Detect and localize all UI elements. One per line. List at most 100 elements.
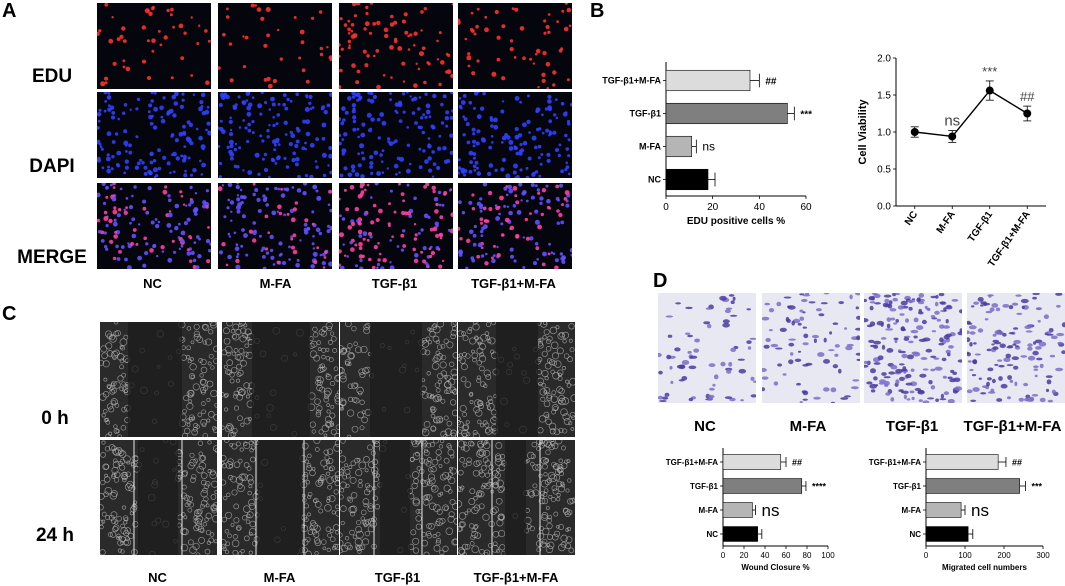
y-tick-label: 1.5	[877, 91, 891, 102]
significance-label: ns	[944, 113, 960, 130]
panel-letter-b: B	[590, 0, 605, 22]
significance-label: ***	[800, 109, 812, 120]
category-label: NC	[909, 530, 921, 539]
significance-label: ****	[812, 481, 827, 491]
chart-migrated-cells: TGF-β1+M-FA ## TGF-β1 *** M-FA ns NC 0 100 200 300…	[869, 448, 1050, 572]
x-axis-label: EDU positive cells %	[687, 216, 785, 227]
category-label: TGF-β1	[630, 109, 662, 119]
x-tick-label: 0	[663, 202, 669, 213]
significance-label: ns	[702, 140, 715, 154]
y-axis-label: Cell Viability	[857, 99, 869, 165]
category-label: NC	[648, 175, 661, 185]
panel-c-col-label-tgf-mfa: TGF-β1+M-FA	[473, 570, 559, 585]
micrograph-merge-1	[97, 183, 211, 269]
scratch-image-24h-4	[458, 440, 575, 555]
panel-c-col-label-nc: NC	[148, 570, 167, 585]
significance-label: ##	[792, 457, 802, 467]
scratch-image-0h-3	[340, 322, 457, 437]
bar	[665, 69, 751, 92]
category-label: M-FA	[698, 506, 718, 515]
chart-edu-positive: TGF-β1+M-FA ## TGF-β1 *** M-FA ns NC 0 20 40 60 EDU…	[602, 62, 812, 227]
panel-d-col-label-nc: NC	[694, 418, 716, 435]
y-tick-label: 0.5	[877, 165, 891, 176]
micrograph-merge-4	[458, 183, 572, 269]
significance-label: ***	[1031, 481, 1042, 491]
data-point	[910, 128, 919, 136]
significance-label: ##	[1012, 457, 1022, 467]
scratch-image-24h-1	[100, 440, 217, 555]
bar	[665, 135, 692, 158]
data-point	[985, 86, 994, 95]
transwell-image-1	[658, 293, 756, 403]
micrograph-edu-1	[97, 3, 211, 89]
bar	[925, 478, 1020, 494]
panel-a-row-label-merge: MERGE	[17, 247, 87, 268]
panel-d-col-label-tgf: TGF-β1	[885, 418, 939, 435]
category-label: TGF-β1	[893, 482, 922, 491]
significance-label: ##	[1020, 89, 1035, 104]
chart-wound-closure: TGF-β1+M-FA ## TGF-β1 **** M-FA ns NC 0 20 40 60 80…	[666, 448, 835, 572]
bar	[722, 454, 782, 470]
chart-cell-viability: 0.0 0.5 1.0 1.5 2.0 Cell Viability NC M-FA ns TGF…	[857, 54, 1046, 269]
x-tick-label: 100	[958, 551, 972, 560]
scratch-image-0h-2	[222, 322, 339, 437]
bar	[925, 502, 962, 518]
category-label: TGF-β1+M-FA	[869, 458, 921, 467]
bar	[665, 102, 788, 125]
x-tick-label: 300	[1036, 551, 1050, 560]
panel-c-row-label-24h: 24 h	[35, 525, 75, 546]
x-tick-label: 40	[754, 202, 766, 213]
micrograph-edu-3	[339, 3, 453, 89]
panel-letter-c: C	[2, 303, 17, 325]
significance-label: ns	[762, 501, 780, 520]
y-tick-label: 1.0	[877, 128, 891, 139]
x-tick-label: 80	[803, 551, 812, 560]
x-tick-label: NC	[903, 209, 920, 227]
panel-a-col-label-tgf: TGF-β1	[371, 276, 418, 291]
significance-label: ##	[765, 76, 777, 87]
x-tick-label: 20	[707, 202, 719, 213]
category-label: TGF-β1+M-FA	[666, 458, 718, 467]
micrograph-dapi-3	[339, 92, 453, 178]
micrograph-edu-4	[458, 3, 572, 89]
x-tick-label: 20	[740, 551, 749, 560]
panel-a-col-label-mfa: M-FA	[259, 276, 292, 291]
panel-letter-d: D	[653, 270, 668, 292]
panel-c-row-label-0h: 0 h	[41, 408, 69, 429]
significance-label: ns	[971, 501, 989, 520]
panel-a-row-label-edu: EDU	[31, 66, 73, 87]
scratch-image-24h-2	[222, 440, 339, 555]
x-axis-label: Migrated cell numbers	[942, 563, 1027, 572]
panel-d-col-label-tgf-mfa: TGF-β1+M-FA	[963, 418, 1062, 435]
x-tick-label: 40	[761, 551, 770, 560]
data-point	[1023, 109, 1032, 118]
y-tick-label: 0.0	[877, 202, 891, 213]
micrograph-merge-3	[339, 183, 453, 269]
x-tick-label: 0	[721, 551, 726, 560]
data-point	[948, 132, 957, 141]
micrograph-dapi-1	[97, 92, 211, 178]
series-line	[914, 89, 1028, 138]
x-tick-label: 60	[800, 202, 812, 213]
panel-a-col-label-nc: NC	[143, 276, 162, 291]
bar	[722, 502, 753, 518]
x-tick-label: TGF-β1	[966, 209, 995, 244]
x-tick-label: 60	[782, 551, 791, 560]
bar	[722, 478, 803, 494]
scratch-image-0h-4	[458, 322, 575, 437]
category-label: M-FA	[901, 506, 921, 515]
x-tick-label: 0	[924, 551, 929, 560]
significance-label: ***	[982, 64, 997, 79]
panel-c-col-label-tgf: TGF-β1	[374, 570, 421, 585]
category-label: TGF-β1	[690, 482, 719, 491]
bar	[665, 168, 709, 191]
bar	[925, 526, 969, 542]
transwell-image-4	[967, 293, 1065, 403]
x-tick-label: 200	[997, 551, 1011, 560]
panel-a-row-label-dapi: DAPI	[29, 156, 75, 177]
micrograph-dapi-4	[458, 92, 572, 178]
x-axis-label: Wound Closure %	[741, 563, 809, 572]
x-tick-label: 100	[821, 551, 835, 560]
x-tick-label: M-FA	[935, 209, 958, 235]
category-label: M-FA	[639, 142, 661, 152]
